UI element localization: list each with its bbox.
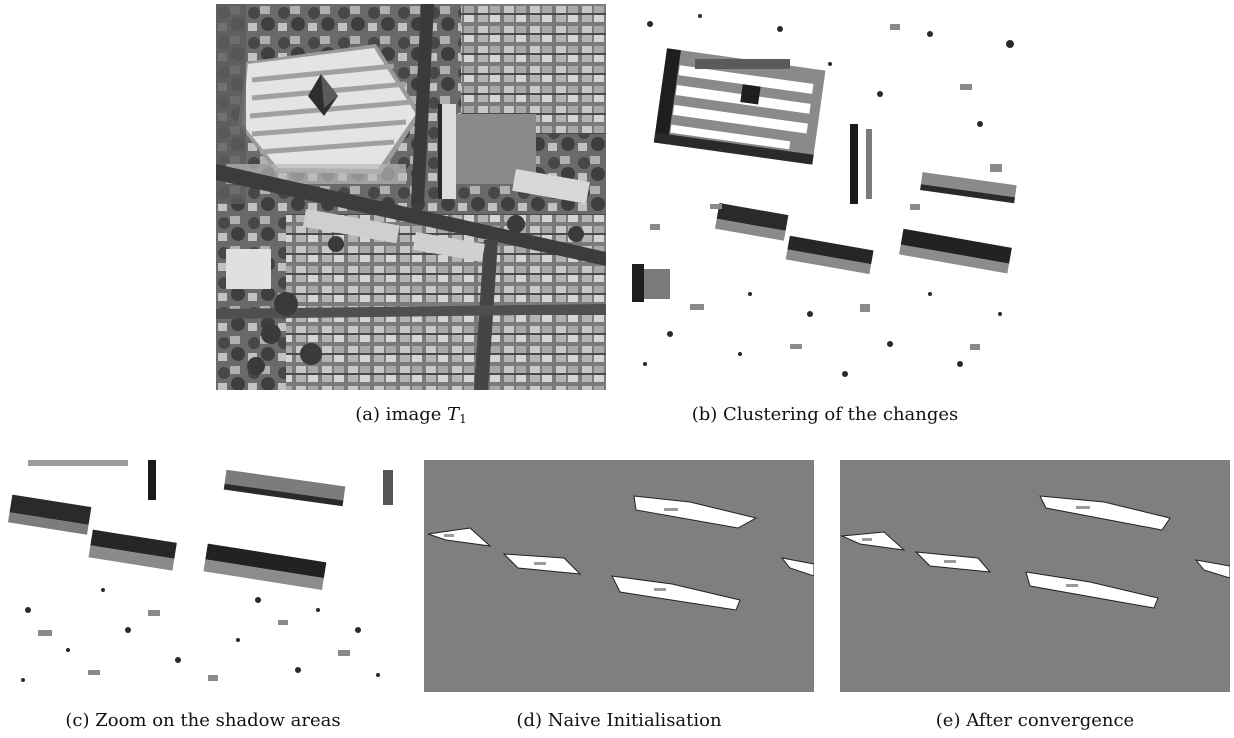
caption-a-variable: T	[447, 404, 460, 425]
segmentation-initial	[424, 460, 814, 692]
segmentation-converged	[840, 460, 1230, 692]
panel-b-clustering	[630, 4, 1020, 390]
caption-b: (b) Clustering of the changes	[691, 404, 959, 425]
caption-d: (d) Naive Initialisation	[516, 710, 722, 731]
caption-a: (a) image T1	[216, 404, 606, 430]
panel-c-shadow-zoom	[8, 460, 398, 692]
clustering-map	[630, 4, 1020, 390]
caption-a-subscript: 1	[459, 412, 467, 426]
caption-e: (e) After convergence	[935, 710, 1135, 731]
caption-c: (c) Zoom on the shadow areas	[65, 710, 341, 731]
panel-e-converged	[840, 460, 1230, 692]
shadow-zoom-map	[8, 460, 398, 692]
panel-d-initialisation	[424, 460, 814, 692]
aerial-image	[216, 4, 606, 390]
caption-a-prefix: (a) image	[355, 404, 448, 425]
panel-a-image	[216, 4, 606, 390]
